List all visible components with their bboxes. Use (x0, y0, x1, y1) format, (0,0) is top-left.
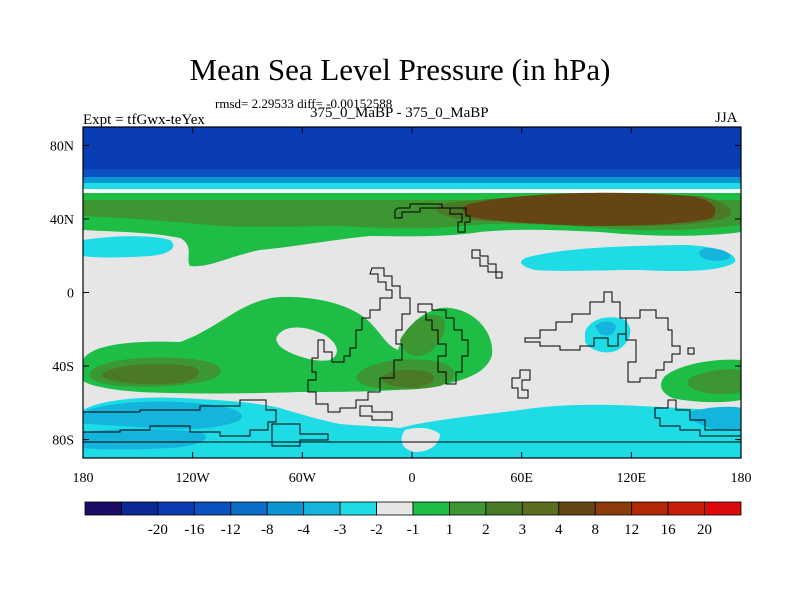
coastline-europe-asia (394, 203, 471, 233)
x-tick-label: 0 (409, 471, 416, 486)
indian-ocean-low-core (595, 321, 616, 336)
colorbar-swatch (412, 501, 450, 516)
colorbar-swatch (485, 501, 523, 516)
colorbar-label: -3 (334, 522, 347, 538)
colorbar-label: 2 (482, 522, 490, 538)
southern-subtropical-high-west-core (101, 364, 200, 385)
colorbar-label: 20 (697, 522, 712, 538)
southern-subtropical-high-east-ridge (400, 315, 446, 356)
north-pacific-low (521, 245, 736, 272)
experiment-label: Expt = tfGwx-teYex (83, 112, 205, 128)
southern-ocean-low (83, 397, 741, 458)
y-tick-label: 0 (67, 287, 74, 302)
colorbar-swatch (594, 501, 633, 516)
coastline-antarctica (83, 399, 277, 437)
colorbar-swatch (704, 501, 742, 516)
colorbar-swatch (193, 501, 232, 516)
coastlines (83, 203, 741, 447)
season-label: JJA (715, 110, 738, 126)
coastline-antarctica-5 (359, 405, 393, 421)
southern-ocean-low-core-east (688, 406, 741, 431)
map-field (83, 127, 741, 458)
y-tick-label: 80S (52, 434, 74, 449)
x-tick-label: 180 (731, 471, 752, 486)
colorbar-label: 4 (555, 522, 563, 538)
colorbar-swatch (266, 501, 305, 516)
chart-title: Mean Sea Level Pressure (in hPa) (189, 52, 611, 87)
southern-subtropical-high-east-core (382, 369, 435, 388)
colorbar (84, 501, 742, 516)
colorbar-label: -20 (148, 522, 168, 538)
coastline-australia (625, 309, 681, 383)
colorbar-swatch (449, 501, 487, 516)
x-tick-label: 60E (510, 471, 533, 486)
colorbar-swatch (631, 501, 669, 516)
arctic-low-band-3 (83, 189, 741, 193)
x-tick-label: 180 (73, 471, 94, 486)
x-tick-label: 120W (176, 471, 211, 486)
colorbar-labels: -20 -16 -12 -8 -4 -3 -2 -1 1 2 3 4 8 12 16 20 (148, 522, 712, 538)
arctic-low-core (83, 127, 741, 169)
colorbar-swatch (667, 501, 705, 516)
x-tick-label: 120E (617, 471, 647, 486)
colorbar-swatch (303, 501, 341, 516)
colorbar-swatch (157, 501, 195, 516)
chart-subtitle: 375_0_MaBP - 375_0_MaBP (310, 105, 489, 121)
rmsd-stats: rmsd= 2.29533 diff= -0.00152588 (215, 96, 393, 111)
colorbar-swatch (376, 501, 414, 516)
colorbar-label: -2 (370, 522, 383, 538)
coastline-asia-east (471, 249, 503, 279)
colorbar-label: -1 (407, 522, 420, 538)
south-pacific-high-core (687, 369, 741, 395)
y-tick-label: 80N (50, 139, 74, 154)
colorbar-swatch (84, 501, 122, 516)
coastline-south-america (511, 369, 531, 399)
coastline-arabia (417, 303, 469, 385)
colorbar-label: -16 (184, 522, 204, 538)
arctic-low-band-2 (83, 183, 741, 189)
coastline-africa (307, 267, 411, 413)
colorbar-label: -12 (221, 522, 241, 538)
colorbar-swatch (558, 501, 596, 516)
colorbar-label: 16 (661, 522, 677, 538)
north-pacific-low-core (699, 248, 731, 261)
arctic-low-edge (83, 169, 741, 177)
x-axis-labels: 180 120W 60W 0 60E 120E 180 (73, 471, 752, 486)
coastline-antarctica-3 (271, 423, 329, 447)
colorbar-label: 8 (591, 522, 599, 538)
coastline-antarctica-4 (654, 399, 741, 437)
colorbar-swatch (339, 501, 377, 516)
colorbar-swatch (230, 501, 268, 516)
arctic-low-band-1 (83, 177, 741, 183)
southern-ocean-low-core-west-2 (83, 429, 206, 450)
north-pacific-high-core (462, 192, 716, 226)
southern-ocean-low-core-west (83, 401, 242, 430)
y-axis-labels: 80N 40N 0 40S 80S (50, 139, 74, 448)
axis-ticks (82, 127, 742, 458)
southern-subtropical-high-hole (276, 327, 337, 361)
coastline-new-zealand (687, 347, 695, 355)
y-tick-label: 40N (50, 213, 74, 228)
colorbar-label: -4 (297, 522, 310, 538)
y-tick-label: 40S (52, 360, 74, 375)
colorbar-label: -8 (261, 522, 274, 538)
southern-ocean-notch (401, 427, 440, 452)
colorbar-swatch (121, 501, 159, 516)
colorbar-swatch (521, 501, 560, 516)
colorbar-label: 3 (519, 522, 527, 538)
tropical-atlantic-low (83, 236, 174, 258)
colorbar-label: 12 (624, 522, 639, 538)
x-tick-label: 60W (289, 471, 317, 486)
colorbar-label: 1 (446, 522, 454, 538)
